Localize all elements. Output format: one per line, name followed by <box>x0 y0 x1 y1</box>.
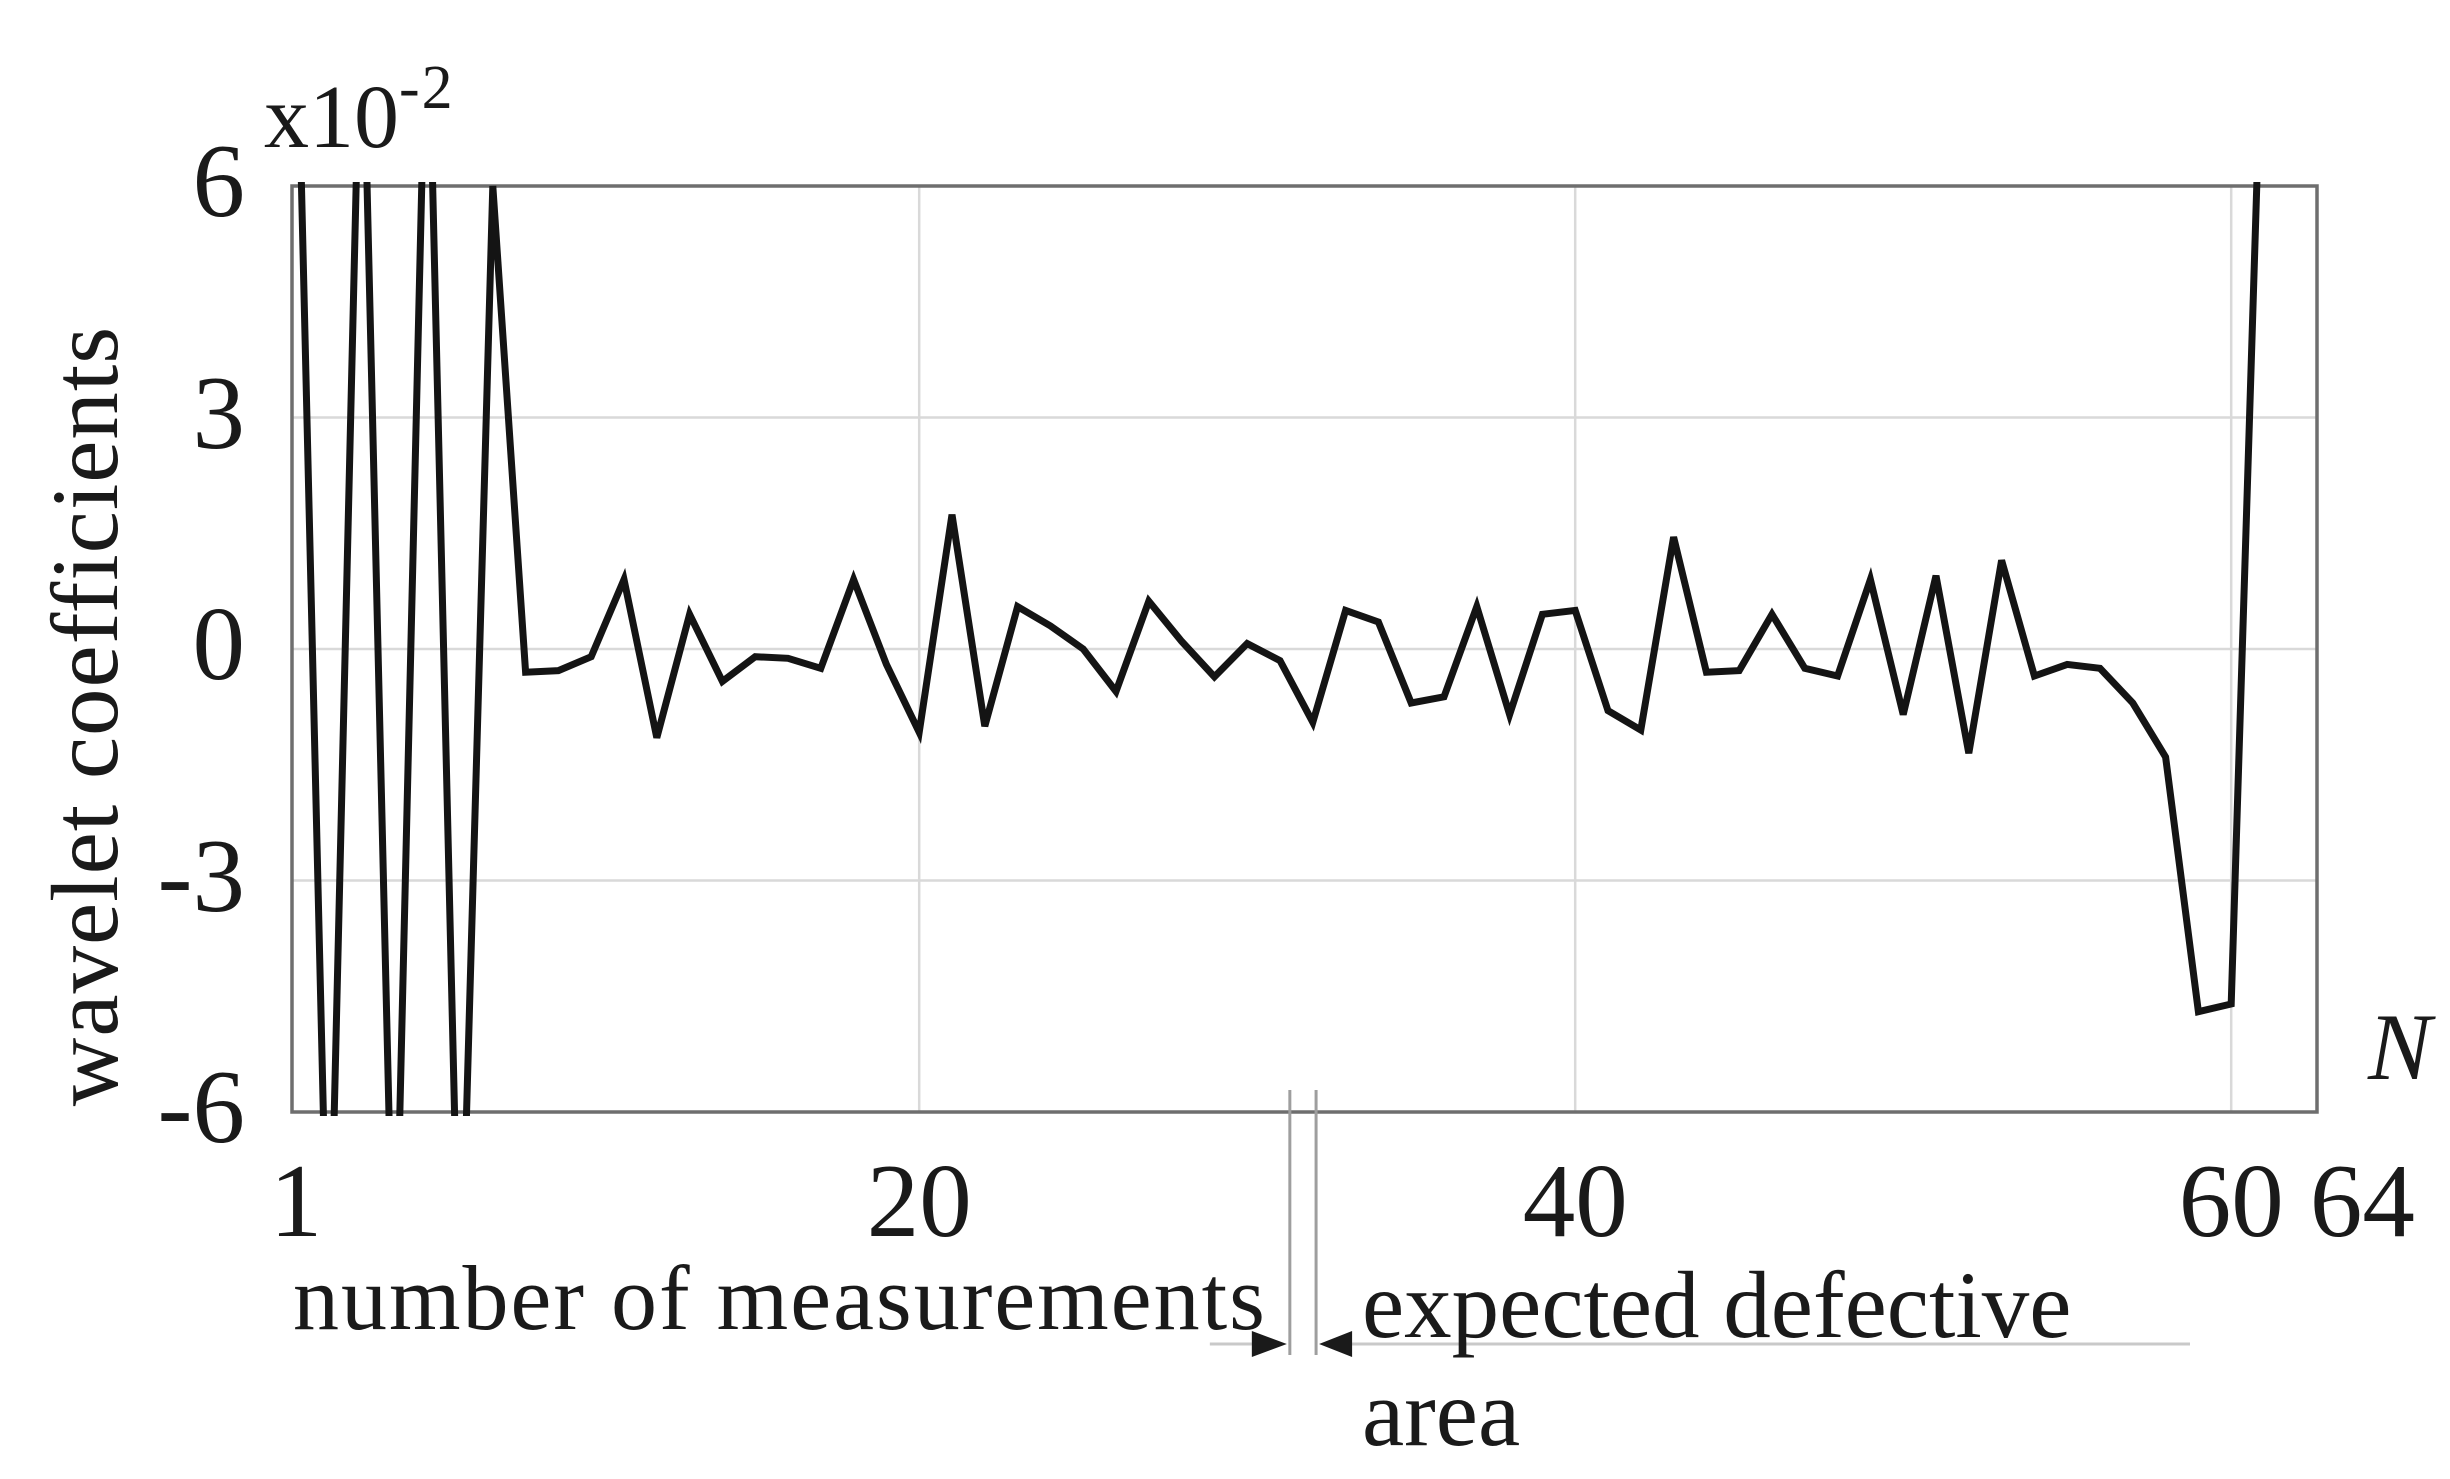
y-tick-label: 6 <box>192 122 246 239</box>
x-tick-label: 64 <box>2309 1142 2415 1259</box>
y-axis-multiplier-exponent: -2 <box>399 54 455 122</box>
y-tick-label: 0 <box>192 585 246 702</box>
y-tick-label: -3 <box>157 816 245 934</box>
x-tick-label: 1 <box>269 1142 323 1259</box>
y-tick-label: 3 <box>192 353 246 471</box>
x-tick-label: 40 <box>1522 1142 1628 1259</box>
y-tick-label: -6 <box>157 1048 245 1165</box>
y-axis-multiplier-base: x10 <box>264 68 399 167</box>
plot-border <box>290 184 2319 1114</box>
annotation-area: area <box>1362 1360 1521 1466</box>
x-axis-title: number of measurements <box>293 1247 1267 1349</box>
annotation-expected-defective: expected defective <box>1362 1252 2072 1358</box>
left-pointing-arrowhead-icon <box>1319 1331 1353 1357</box>
x-axis-end-label: N <box>2368 994 2432 1100</box>
x-tick-label: 60 <box>2178 1142 2284 1259</box>
wavelet-coefficients-line <box>297 182 2261 1116</box>
right-pointing-arrowhead-icon <box>1251 1331 1287 1357</box>
y-axis-multiplier: x10-2 <box>264 55 455 167</box>
x-tick-label: 20 <box>866 1142 972 1259</box>
